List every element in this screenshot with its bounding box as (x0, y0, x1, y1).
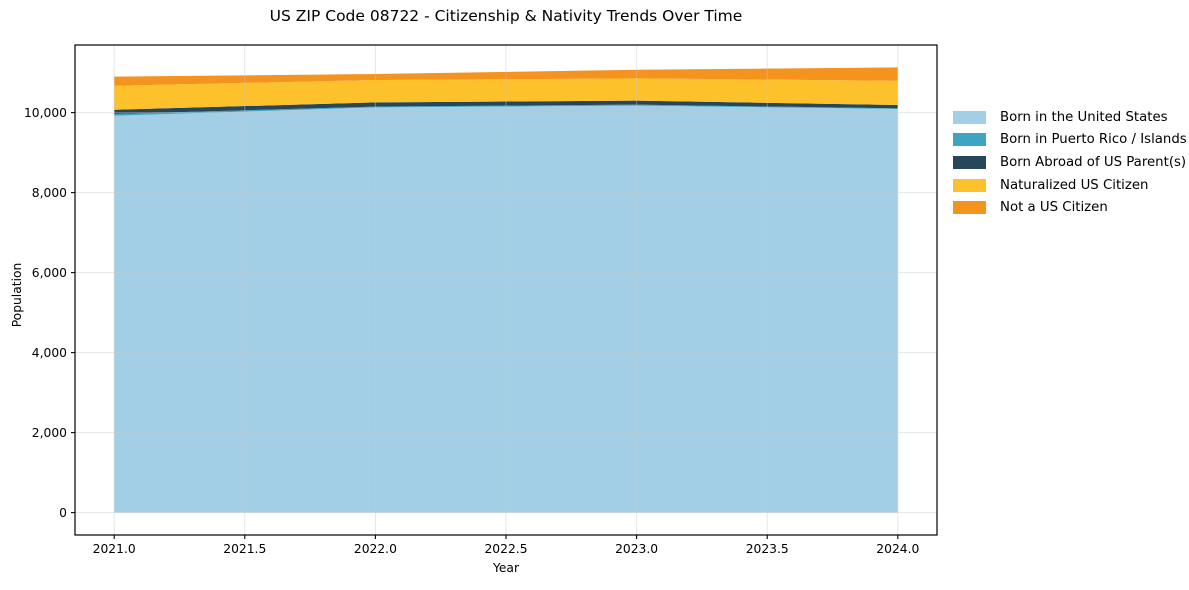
area-series-4 (114, 67, 898, 86)
y-tick-label: 6,000 (32, 266, 67, 280)
legend-item: Naturalized US Citizen (953, 174, 1187, 197)
x-tick-label: 2023.5 (746, 542, 789, 556)
legend-swatch (953, 110, 986, 124)
legend-label: Born Abroad of US Parent(s) (1000, 154, 1187, 170)
legend-item: Born in the United States (953, 106, 1187, 129)
legend-swatch (953, 178, 986, 192)
legend-swatch (953, 155, 986, 169)
x-tick-label: 2021.5 (223, 542, 266, 556)
legend-label: Naturalized US Citizen (1000, 177, 1149, 193)
y-tick-label: 0 (59, 506, 67, 520)
legend-label: Born in Puerto Rico / Islands (1000, 132, 1187, 148)
chart-title: US ZIP Code 08722 - Citizenship & Nativi… (269, 7, 743, 25)
legend-label: Not a US Citizen (1000, 200, 1108, 216)
legend-item: Not a US Citizen (953, 196, 1187, 219)
area-series-1 (114, 104, 898, 116)
area-series-0 (114, 105, 898, 513)
legend-label: Born in the United States (1000, 109, 1168, 125)
y-tick-label: 10,000 (24, 106, 67, 120)
legend-swatch (953, 133, 986, 147)
area-series-3 (114, 78, 898, 110)
y-axis-label: Population (10, 262, 24, 328)
x-tick-label: 2023.0 (615, 542, 658, 556)
legend: Born in the United States Born in Puerto … (953, 106, 1187, 219)
x-tick-label: 2022.5 (484, 542, 527, 556)
y-tick-label: 8,000 (32, 186, 67, 200)
legend-item: Born Abroad of US Parent(s) (953, 151, 1187, 174)
x-tick-label: 2022.0 (354, 542, 397, 556)
legend-swatch (953, 201, 986, 215)
area-series-2 (114, 100, 898, 114)
x-tick-label: 2021.0 (93, 542, 136, 556)
y-tick-label: 2,000 (32, 426, 67, 440)
y-tick-label: 4,000 (32, 346, 67, 360)
x-tick-label: 2024.0 (876, 542, 919, 556)
x-axis-label: Year (492, 561, 520, 575)
legend-item: Born in Puerto Rico / Islands (953, 129, 1187, 152)
